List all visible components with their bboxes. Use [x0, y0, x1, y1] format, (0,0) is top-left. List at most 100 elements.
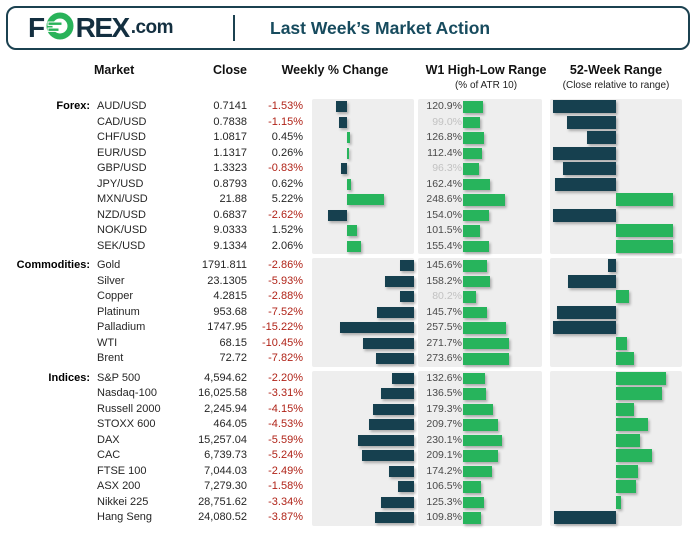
table-row: SEK/USD 9.1334 2.06% 155.4% — [0, 239, 697, 255]
weekly-change-value: -5.59% — [268, 433, 303, 446]
close-value: 1.0817 — [213, 131, 247, 143]
weekly-change-value: -0.83% — [268, 162, 303, 174]
weekly-change-bar — [339, 322, 414, 333]
weekly-change-value: -1.15% — [268, 115, 303, 128]
market-label: Nikkei 225 — [97, 495, 149, 508]
52w-range-bar — [556, 305, 616, 319]
w1-range-value: 112.4% — [427, 146, 462, 159]
table-row: CAC 6,739.73 -5.24% 209.1% — [0, 448, 697, 464]
close-value: 16,025.58 — [198, 387, 247, 399]
close-value: 21.88 — [219, 193, 247, 205]
market-label: DAX — [97, 433, 120, 446]
table-row: Nikkei 225 28,751.62 -3.34% 125.3% — [0, 495, 697, 511]
w1-range-bar — [463, 322, 507, 334]
weekly-change-value: 0.45% — [271, 131, 303, 143]
w1-range-value: 162.4% — [426, 177, 462, 190]
w1-range-bar — [463, 163, 480, 175]
w1-range-bar — [463, 260, 488, 272]
table-row: Palladium 1747.95 -15.22% 257.5% — [0, 320, 697, 336]
52w-range-bar — [616, 224, 673, 237]
weekly-change-value: -3.31% — [268, 387, 303, 399]
w1-range-value: 209.7% — [426, 418, 462, 430]
close-value: 68.15 — [219, 336, 247, 349]
w1-range-bar — [463, 512, 482, 524]
table-row: NOK/USD 9.0333 1.52% 101.5% — [0, 223, 697, 239]
close-value: 1.3323 — [213, 162, 247, 174]
w1-range-value: 248.6% — [426, 193, 462, 205]
table-row: CAD/USD 0.7838 -1.15% 99.0% — [0, 115, 697, 131]
w1-range-bar — [463, 101, 484, 113]
weekly-change-value: -7.52% — [268, 305, 303, 318]
w1-range-bar — [463, 450, 499, 462]
weekly-change-value: -5.93% — [268, 274, 303, 287]
section-commodities: Commodities: Gold 1791.811 -2.86% 145.6% Silv… — [0, 258, 697, 367]
weekly-change-panel — [312, 99, 414, 254]
weekly-change-bar — [389, 465, 414, 477]
table-row: ASX 200 7,279.30 -1.58% 106.5% — [0, 479, 697, 495]
market-label: CAC — [97, 449, 121, 461]
52w-range-bar — [616, 387, 663, 400]
weekly-change-value: 1.52% — [271, 224, 303, 236]
table-row: WTI 68.15 -10.45% 271.7% — [0, 336, 697, 352]
weekly-change-value: -5.24% — [268, 449, 303, 461]
market-label: STOXX 600 — [97, 418, 156, 430]
market-label: Nasdaq-100 — [97, 387, 157, 399]
52w-range-bar — [616, 418, 648, 431]
market-label: Silver — [97, 274, 125, 287]
market-label: GBP/USD — [97, 162, 147, 174]
w1-range-value: 136.5% — [426, 387, 462, 399]
52w-range-bar — [552, 321, 616, 334]
section-label: Indices: — [48, 371, 90, 384]
table-row: Forex: AUD/USD 0.7141 -1.53% 120.9% — [0, 99, 697, 115]
close-value: 23.1305 — [207, 274, 247, 287]
close-value: 6,739.73 — [204, 449, 247, 461]
column-header-w1-range: W1 High-Low Range — [425, 63, 547, 77]
weekly-change-bar — [377, 306, 414, 318]
52w-range-bar — [567, 115, 616, 129]
weekly-change-bar — [346, 132, 350, 143]
weekly-change-bar — [328, 209, 347, 221]
close-value: 0.7141 — [213, 100, 247, 112]
w1-range-bar — [463, 194, 505, 206]
subheader-atr10: (% of ATR 10) — [454, 80, 518, 91]
section-label: Forex: — [56, 100, 90, 112]
close-value: 464.05 — [213, 418, 247, 430]
w1-range-bar — [463, 434, 502, 446]
weekly-change-value: -1.53% — [268, 100, 303, 112]
weekly-change-value: -1.58% — [268, 480, 303, 492]
market-label: SEK/USD — [97, 239, 146, 252]
52w-range-bar — [586, 131, 616, 144]
close-value: 1.1317 — [213, 146, 247, 159]
52w-range-bar — [616, 239, 673, 253]
weekly-change-bar — [380, 388, 414, 399]
weekly-change-bar — [346, 194, 384, 205]
weekly-change-value: -15.22% — [262, 321, 303, 333]
market-label: NOK/USD — [97, 224, 148, 236]
w1-range-value: 96.3% — [432, 162, 462, 174]
w1-range-value: 145.6% — [426, 259, 462, 271]
52w-range-bar — [616, 464, 639, 478]
table-row: DAX 15,257.04 -5.59% 230.1% — [0, 433, 697, 449]
52w-range-bar — [552, 208, 616, 222]
header-box: F REX .com Last Week’s Market Action — [6, 6, 690, 50]
weekly-change-bar — [363, 337, 414, 349]
weekly-change-bar — [368, 419, 414, 430]
52w-range-bar — [555, 177, 616, 191]
table-row: Brent 72.72 -7.82% 273.6% — [0, 351, 697, 367]
table-row: GBP/USD 1.3323 -0.83% 96.3% — [0, 161, 697, 177]
w1-range-value: 209.1% — [426, 449, 462, 461]
market-label: Palladium — [97, 321, 146, 333]
weekly-change-bar — [361, 450, 414, 461]
weekly-change-bar — [372, 403, 414, 415]
weekly-change-value: -4.15% — [268, 402, 303, 415]
close-value: 0.7838 — [213, 115, 247, 128]
weekly-change-value: -7.82% — [268, 352, 303, 364]
weekly-change-value: -3.87% — [268, 511, 303, 523]
w1-range-value: 125.3% — [426, 495, 462, 508]
w1-range-bar — [463, 116, 480, 128]
table-row: FTSE 100 7,044.03 -2.49% 174.2% — [0, 464, 697, 480]
w1-range-bar — [463, 209, 489, 221]
subheader-close-relative: (Close relative to range) — [562, 80, 670, 91]
weekly-change-bar — [346, 240, 362, 252]
weekly-change-value: -2.62% — [268, 208, 303, 221]
